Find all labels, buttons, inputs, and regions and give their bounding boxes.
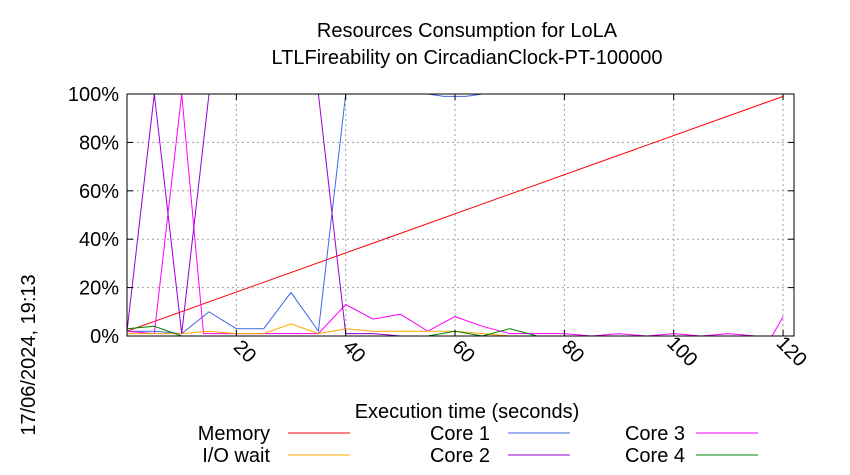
plot-frame	[126, 93, 795, 337]
legend-label: Core 3	[625, 423, 685, 445]
y-axis: 0% 20% 40% 60% 80% 100%	[68, 84, 794, 348]
timestamp: 17/06/2024, 19:13	[18, 274, 40, 435]
legend-label: Core 1	[430, 423, 490, 445]
legend-label: I/O wait	[202, 445, 270, 467]
y-tick-label: 80%	[79, 132, 119, 154]
y-tick-label: 100%	[68, 84, 119, 106]
x-axis: 20 40 60 80 100 120	[229, 94, 811, 371]
y-tick-label: 20%	[79, 278, 119, 300]
chart-subtitle: LTLFireability on CircadianClock-PT-1000…	[272, 47, 663, 69]
legend-label: Core 2	[430, 445, 490, 467]
legend: Memory Core 1 Core 3 I/O wait Core 2 Core 4	[198, 423, 758, 467]
x-tick-label: 20	[229, 336, 260, 367]
x-tick-label: 120	[772, 332, 811, 371]
legend-label: Core 4	[625, 445, 685, 467]
series-line-memory	[126, 95, 784, 332]
x-tick-label: 100	[662, 332, 701, 371]
x-tick-label: 80	[557, 336, 588, 367]
x-tick-label: 60	[448, 336, 479, 367]
x-tick-label: 40	[338, 336, 369, 367]
y-tick-label: 0%	[90, 326, 119, 348]
chart-title: Resources Consumption for LoLA	[317, 20, 618, 42]
y-tick-label: 60%	[79, 181, 119, 203]
y-tick-label: 40%	[79, 229, 119, 251]
legend-label: Memory	[198, 423, 270, 445]
grid	[127, 94, 794, 336]
x-axis-label: Execution time (seconds)	[355, 401, 580, 423]
